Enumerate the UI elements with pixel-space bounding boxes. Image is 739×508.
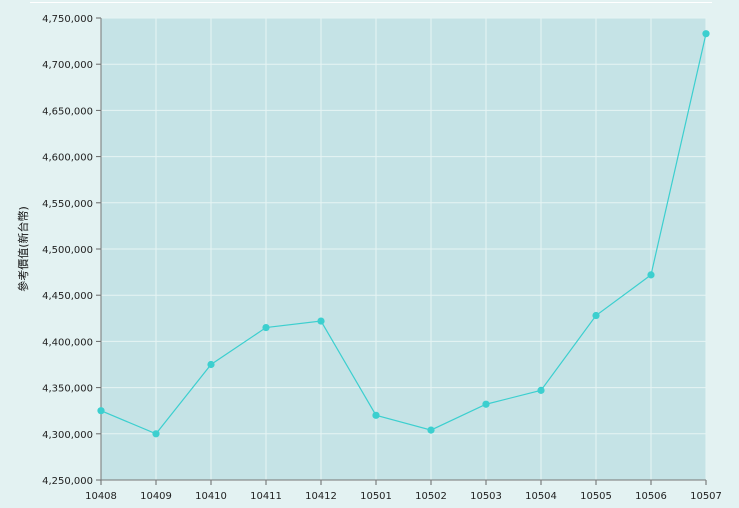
data-point[interactable] [537,386,545,394]
y-tick-label: 4,400,000 [42,337,93,348]
data-point[interactable] [97,407,105,415]
x-tick-label: 10408 [85,491,117,502]
x-tick-label: 10409 [140,491,172,502]
y-tick-label: 4,700,000 [42,60,93,71]
grid-lines [100,17,707,481]
y-tick-label: 4,350,000 [42,384,93,395]
data-point[interactable] [647,271,655,279]
y-tick-label: 4,500,000 [42,245,93,256]
x-tick-label: 10507 [690,491,722,502]
top-border-line [30,2,712,3]
data-point[interactable] [372,411,380,419]
x-tick-label: 10412 [305,491,337,502]
x-tick-label: 10501 [360,491,392,502]
y-axis: 4,250,000 4,300,000 4,350,000 4,400,000 4,45… [42,14,102,487]
data-point[interactable] [262,323,270,332]
y-tick-label: 4,550,000 [42,199,93,210]
x-tick-label: 10411 [250,491,282,502]
series-layer [97,30,710,438]
y-tick-label: 4,300,000 [42,430,93,441]
data-point[interactable] [152,430,160,438]
x-tick-label: 10410 [195,491,227,502]
data-point[interactable] [207,360,215,369]
data-point[interactable] [702,30,710,38]
x-axis: 10408 10409 10410 10411 10412 10501 10502 10503… [85,479,722,502]
data-point[interactable] [592,311,600,320]
y-tick-label: 4,650,000 [42,106,93,117]
y-tick-label: 4,600,000 [42,153,93,164]
x-tick-label: 10503 [470,491,502,502]
y-tick-label: 4,750,000 [42,14,93,25]
x-tick-label: 10504 [525,491,557,502]
x-tick-label: 10505 [580,491,612,502]
y-tick-label: 4,450,000 [42,291,93,302]
data-point[interactable] [317,317,325,325]
data-point[interactable] [482,400,490,408]
data-point[interactable] [427,426,435,434]
y-axis-title: 參考價值(新台幣) [16,206,30,292]
series-line [100,33,707,435]
x-tick-label: 10506 [635,491,667,502]
y-tick-label: 4,250,000 [42,476,93,487]
x-tick-label: 10502 [415,491,447,502]
